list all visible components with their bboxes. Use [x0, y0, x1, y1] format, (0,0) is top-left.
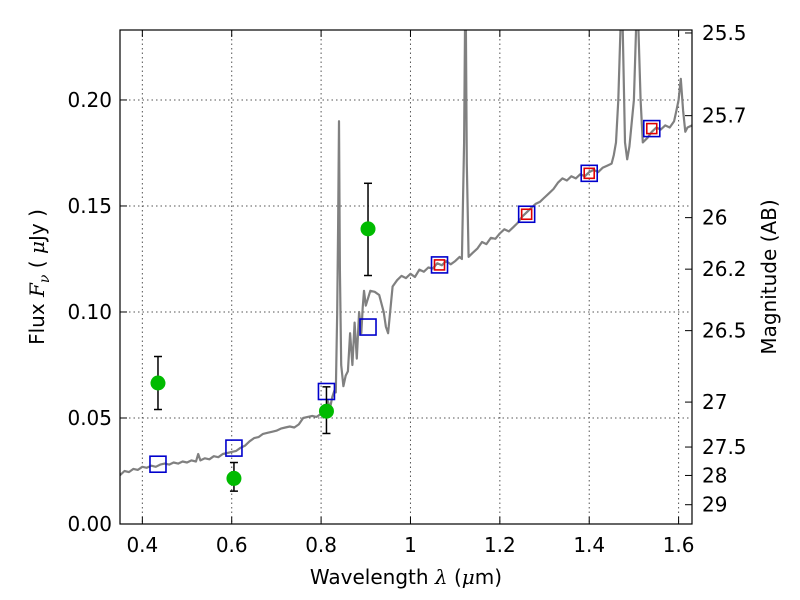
observed-square-marker: [583, 167, 596, 180]
y-tick-label: 0.20: [67, 88, 112, 112]
x-axis-label: Wavelength λ (μm): [310, 565, 502, 589]
right-tick-label: 26.2: [702, 257, 747, 281]
x-tick-label: 1.6: [663, 533, 695, 557]
right-tick-label: 26: [702, 206, 727, 230]
x-tick-label: 1.2: [484, 533, 516, 557]
y-tick-label: 0.10: [67, 300, 112, 324]
observed-square-marker: [520, 208, 533, 221]
x-tick-label: 1: [404, 533, 417, 557]
grid: [120, 30, 692, 524]
model-square-marker: [642, 119, 661, 138]
model-square-marker: [359, 318, 377, 336]
x-tick-label: 0.4: [126, 533, 158, 557]
y-tick-label: 0.05: [67, 406, 112, 430]
plot-frame: [119, 29, 693, 525]
observed-flux-point: [318, 403, 334, 419]
x-tick-label: 0.8: [305, 533, 337, 557]
y-tick-label: 0.15: [67, 194, 112, 218]
right-tick-label: 25.7: [702, 104, 747, 128]
observed-square-marker: [645, 122, 658, 135]
right-tick-label: 28: [702, 463, 727, 487]
right-tick-label: 27.5: [702, 435, 747, 459]
model-square-marker: [517, 205, 536, 224]
spectrum-layer: [120, 30, 692, 477]
model-square-marker: [430, 256, 449, 274]
tick-layer: 0.4 0.6 0.8 1 1.2 1.4 1.6 0.00 0.05 0.10 0.15 0.20 2…: [67, 21, 746, 557]
right-tick-label: 29: [702, 493, 727, 517]
x-tick-label: 0.6: [216, 533, 248, 557]
observed-square-marker: [433, 259, 446, 271]
y-axis-label: Flux Fν ( μJy ): [25, 209, 53, 345]
right-axis-label: Magnitude (AB): [757, 199, 781, 354]
y-tick-label: 0.00: [67, 512, 112, 536]
x-tick-label: 1.4: [573, 533, 605, 557]
observed-flux-point: [150, 375, 166, 391]
observed-flux-point: [226, 470, 242, 486]
right-tick-label: 27: [702, 390, 727, 414]
model-square-marker: [149, 455, 167, 474]
right-tick-label: 25.5: [702, 21, 747, 45]
right-tick-label: 26.5: [702, 319, 747, 343]
spectrum-line: [120, 30, 692, 477]
observed-flux-point: [360, 221, 376, 237]
model-square-marker: [580, 164, 599, 183]
model-square-marker: [225, 439, 243, 457]
marker-layer: [149, 119, 661, 492]
